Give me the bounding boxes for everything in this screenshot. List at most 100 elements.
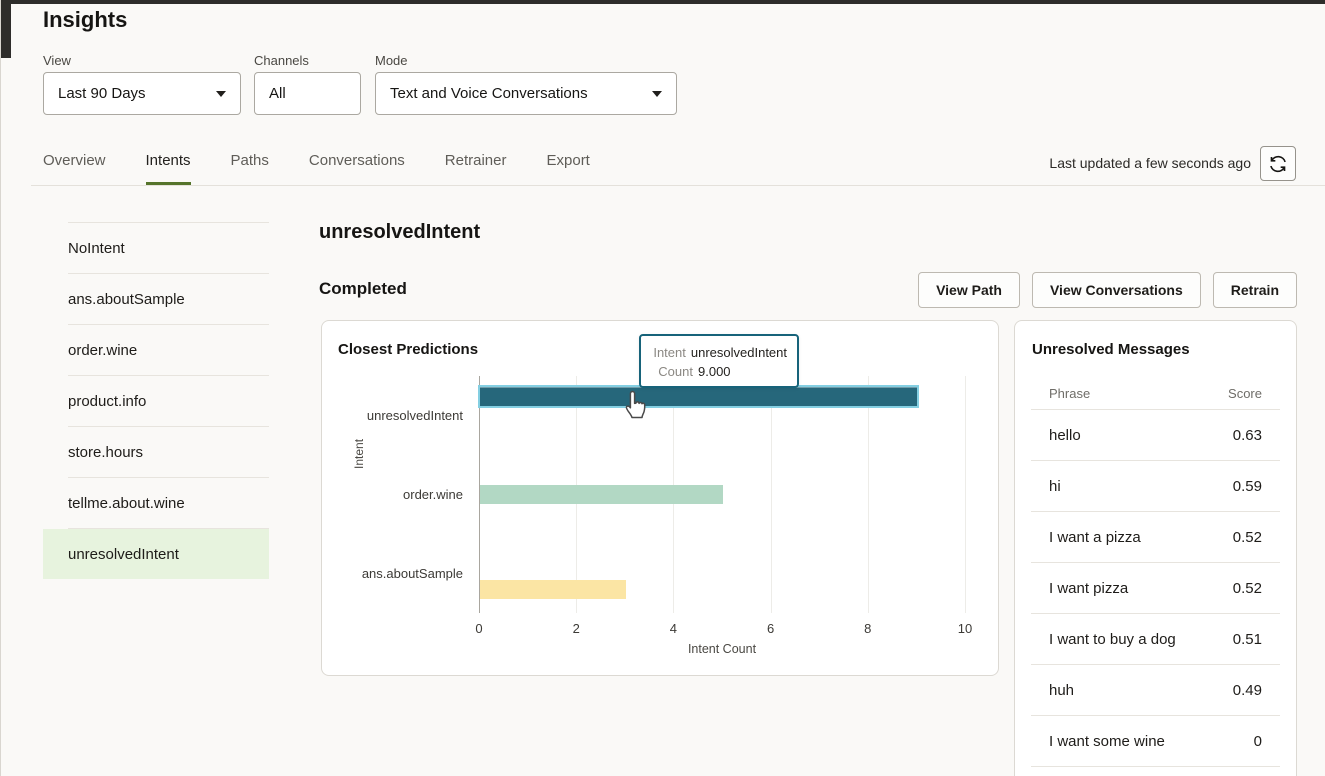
intent-detail-title: unresolvedIntent (319, 221, 481, 243)
unresolved-messages-card: Unresolved Messages Phrase Score hello 0.… (1014, 320, 1297, 776)
divider (68, 222, 269, 223)
closest-predictions-card: Closest Predictions Intent unresolvedInt… (321, 320, 999, 676)
retrain-button[interactable]: Retrain (1212, 272, 1297, 308)
divider (1031, 562, 1280, 563)
tabs: Overview Intents Paths Conversations Retrain… (43, 152, 590, 185)
table-row[interactable]: hi 0.59 (1015, 461, 1296, 511)
divider (1031, 613, 1280, 614)
window-top-edge (1, 0, 1325, 4)
divider (68, 528, 269, 529)
chart-plot-area: unresolvedIntent order.wine ans.aboutSampl… (362, 376, 966, 613)
tab-export[interactable]: Export (546, 152, 590, 169)
table-row[interactable]: huh 0.49 (1015, 665, 1296, 715)
view-filter-label: View (43, 53, 71, 68)
divider (1031, 409, 1280, 410)
view-filter-value: Last 90 Days (58, 85, 146, 102)
cursor-pointer-icon (622, 389, 649, 427)
mode-filter-label: Mode (375, 53, 408, 68)
chart-bar-order.wine[interactable] (480, 485, 723, 504)
score-cell: 0.52 (1232, 528, 1262, 546)
view-path-button[interactable]: View Path (918, 272, 1020, 308)
refresh-icon (1270, 155, 1286, 172)
phrase-cell: I want pizza (1049, 579, 1129, 597)
mode-filter-value: Text and Voice Conversations (390, 85, 588, 102)
window-corner-edge (1, 0, 11, 58)
column-header-score: Score (1228, 386, 1262, 401)
score-cell: 0.63 (1232, 426, 1262, 444)
tooltip-intent-value: unresolvedIntent (690, 345, 787, 360)
chevron-down-icon (216, 90, 226, 97)
mode-filter-select[interactable]: Text and Voice Conversations (375, 72, 677, 115)
chart-bar-unresolvedIntent[interactable] (480, 387, 918, 406)
view-conversations-button[interactable]: View Conversations (1031, 272, 1201, 308)
y-axis-line (479, 376, 480, 613)
sidebar-item-product.info[interactable]: product.info (68, 392, 147, 410)
tab-paths[interactable]: Paths (230, 152, 269, 169)
phrase-cell: huh (1049, 681, 1075, 699)
divider (68, 426, 269, 427)
unresolved-messages-table: Phrase Score hello 0.63 hi 0.59 I want a piz… (1015, 378, 1296, 767)
tooltip-count-value: 9.000 (698, 364, 731, 379)
chart-category-label: order.wine (403, 487, 463, 502)
table-row[interactable]: I want some wine 0 (1015, 716, 1296, 766)
column-header-phrase: Phrase (1049, 386, 1091, 401)
score-cell: 0.59 (1232, 477, 1262, 495)
score-cell: 0.51 (1232, 630, 1262, 648)
chart-band-order.wine: order.wine (403, 455, 965, 534)
gridline (965, 376, 966, 613)
tab-conversations[interactable]: Conversations (308, 152, 405, 169)
channels-filter-input[interactable]: All (254, 72, 361, 115)
chart-band-ans.aboutSample: ans.aboutSample (362, 534, 965, 613)
phrase-cell: I want to buy a dog (1049, 630, 1176, 648)
page-title: Insights (43, 7, 128, 32)
tabs-divider (31, 185, 1325, 186)
divider (1031, 766, 1280, 767)
phrase-cell: hi (1049, 477, 1061, 495)
chart-bar-ans.aboutSample[interactable] (480, 580, 626, 599)
divider (1031, 715, 1280, 716)
divider (1031, 511, 1280, 512)
intent-status-heading: Completed (319, 279, 407, 298)
sidebar-item-store.hours[interactable]: store.hours (68, 443, 144, 461)
table-row[interactable]: I want pizza 0.52 (1015, 563, 1296, 613)
phrase-cell: hello (1049, 426, 1081, 444)
x-tick-label: 2 (572, 621, 580, 636)
divider (68, 273, 269, 274)
gridline (770, 376, 772, 613)
sidebar-item-NoIntent[interactable]: NoIntent (68, 239, 125, 257)
x-tick-label: 8 (864, 621, 872, 636)
refresh-button[interactable] (1260, 146, 1296, 181)
unresolved-messages-title: Unresolved Messages (1032, 341, 1190, 358)
divider (68, 324, 269, 325)
last-updated-text: Last updated a few seconds ago (1049, 155, 1251, 171)
table-row[interactable]: hello 0.63 (1015, 410, 1296, 460)
action-buttons: View Path View Conversations Retrain (918, 272, 1297, 308)
x-tick-label: 0 (475, 621, 483, 636)
gridline (867, 376, 869, 613)
score-cell: 0 (1253, 732, 1262, 750)
tooltip-intent-label: Intent (653, 345, 686, 360)
chart-x-ticks: 0 2 4 6 8 10 (475, 621, 972, 637)
sidebar-item-ans.aboutSample[interactable]: ans.aboutSample (68, 290, 185, 308)
divider (1031, 460, 1280, 461)
tooltip-count-label: Count (658, 364, 693, 379)
phrase-cell: I want a pizza (1049, 528, 1141, 546)
table-row[interactable]: I want a pizza 0.52 (1015, 512, 1296, 562)
sidebar-item-order.wine[interactable]: order.wine (68, 341, 138, 359)
view-filter-select[interactable]: Last 90 Days (43, 72, 241, 115)
divider (1031, 664, 1280, 665)
tab-retrainer[interactable]: Retrainer (444, 152, 507, 169)
sidebar-item-tellme.about.wine[interactable]: tellme.about.wine (68, 494, 185, 512)
table-body: hello 0.63 hi 0.59 I want a pizza 0.52 I want … (1015, 410, 1296, 767)
tab-overview[interactable]: Overview (43, 152, 106, 169)
channels-filter-label: Channels (254, 53, 309, 68)
sidebar-item-unresolvedIntent[interactable]: unresolvedIntent (43, 529, 269, 579)
table-row[interactable]: I want to buy a dog 0.51 (1015, 614, 1296, 664)
chart-band-unresolvedIntent: unresolvedIntent (367, 376, 965, 455)
channels-filter-value: All (269, 85, 286, 102)
tab-intents[interactable]: Intents (145, 152, 191, 185)
divider (68, 477, 269, 478)
score-cell: 0.52 (1232, 579, 1262, 597)
x-tick-label: 4 (669, 621, 678, 636)
